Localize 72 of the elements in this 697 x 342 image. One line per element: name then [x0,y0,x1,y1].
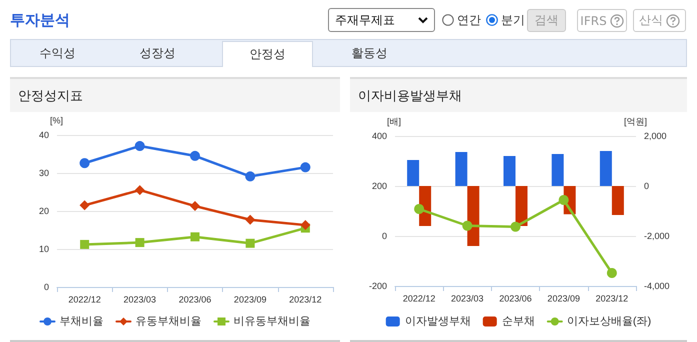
y-tick-label: -200 [368,281,387,291]
point [606,268,617,278]
y2-tick-label: -2,000 [644,231,670,241]
x-tick-label: 2023/09 [547,294,580,304]
y-tick-label: 40 [38,130,49,140]
bar [600,151,612,186]
x-tick-label: 2022/12 [68,294,101,304]
text: 활동성 [352,44,388,62]
x-tick-label: 2023/06 [178,294,212,304]
point [558,195,569,205]
bar [467,186,480,246]
point [245,214,256,225]
point [510,222,520,232]
y2-tick-label: 2,000 [644,131,667,141]
x-tick-label: 2023/03 [124,294,156,304]
text: 안정성 [250,46,286,63]
y-tick-label: 10 [38,244,49,254]
point [300,162,310,172]
y-axis-title: [배] [386,116,401,126]
y-tick-label: 400 [372,131,387,141]
text: IFRS [580,14,607,28]
point [190,150,200,161]
legend-label: 순부채 [502,316,535,328]
legend-label: 이자발생부채 [404,316,471,328]
text: 연간 [457,12,481,28]
bar [455,152,468,186]
y-tick-label: 0 [44,282,49,292]
point [190,232,200,242]
y-axis-title: [%] [50,116,63,126]
text: 투자분석 [10,11,70,30]
x-tick-label: 2023/12 [596,294,628,304]
text: 분기 [501,12,525,28]
legend-label: 이자보상배율(좌) [566,316,652,328]
y-tick-label: 20 [38,206,49,216]
legend-label: 유동부채비율 [136,316,202,328]
chart-title: 이자비용발생부채 [350,79,687,112]
bar [516,186,528,226]
point [134,141,145,152]
text: 산식 [639,12,663,29]
bar [552,154,564,186]
text: 검색 [534,12,558,29]
text: 주재무제표 [335,12,395,28]
bar [504,156,516,186]
point [300,220,310,230]
point [414,204,424,214]
x-tick-label: 2023/03 [451,294,484,304]
point [190,201,200,212]
bar [407,160,420,186]
x-tick-label: 2023/06 [499,294,532,304]
y-tick-label: 200 [372,181,387,191]
point [80,240,90,249]
text: 성장성 [140,44,176,62]
point [135,238,144,248]
bar [612,186,624,215]
point [80,158,90,168]
y2-axis-title: [억원] [624,116,648,126]
chart-title: 안정성지표 [10,79,340,112]
y-tick-label: 30 [38,168,49,178]
point [246,238,255,248]
y2-tick-label: 0 [644,181,650,191]
y-tick-label: 0 [382,231,387,241]
legend-label: 부채비율 [60,316,104,328]
x-tick-label: 2023/12 [289,294,322,304]
y2-tick-label: -4,000 [644,281,670,291]
point [245,171,256,182]
legend-label: 비유동부채비율 [234,316,310,328]
point [134,185,145,196]
point [80,200,90,210]
x-tick-label: 2022/12 [402,294,436,304]
x-tick-label: 2023/09 [234,294,266,304]
point [462,220,472,231]
text: 수익성 [40,44,76,62]
